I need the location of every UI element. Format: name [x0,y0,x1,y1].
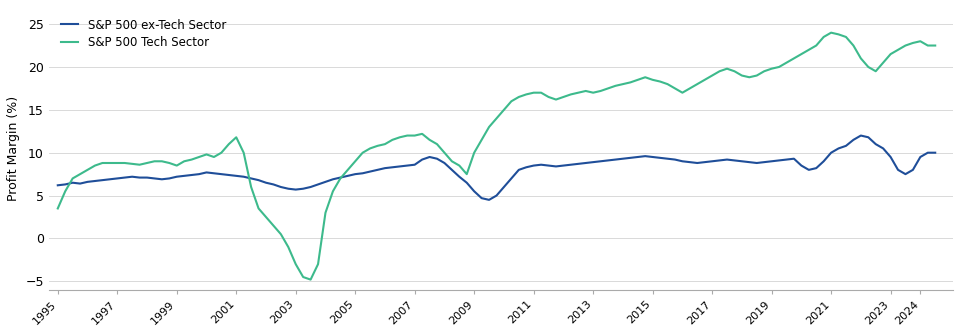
S&P 500 ex-Tech Sector [929,151,941,155]
S&P 500 Tech Sector [305,278,317,282]
Legend: S&P 500 ex-Tech Sector, S&P 500 Tech Sector: S&P 500 ex-Tech Sector, S&P 500 Tech Sec… [55,13,232,55]
Line: S&P 500 Tech Sector: S&P 500 Tech Sector [58,33,935,280]
S&P 500 Tech Sector [230,135,242,139]
S&P 500 ex-Tech Sector [52,183,63,187]
S&P 500 ex-Tech Sector [327,177,339,181]
S&P 500 Tech Sector [52,206,63,210]
S&P 500 Tech Sector [766,67,778,71]
S&P 500 Tech Sector [929,44,941,48]
S&P 500 ex-Tech Sector [810,166,822,170]
S&P 500 Tech Sector [572,91,584,95]
S&P 500 ex-Tech Sector [766,159,778,163]
S&P 500 ex-Tech Sector [483,198,494,202]
S&P 500 ex-Tech Sector [572,162,584,166]
S&P 500 Tech Sector [810,44,822,48]
S&P 500 Tech Sector [699,78,710,82]
S&P 500 Tech Sector [335,176,347,180]
Line: S&P 500 ex-Tech Sector: S&P 500 ex-Tech Sector [58,136,935,200]
S&P 500 ex-Tech Sector [855,134,867,138]
Y-axis label: Profit Margin (%): Profit Margin (%) [7,96,20,201]
S&P 500 ex-Tech Sector [699,160,710,164]
S&P 500 ex-Tech Sector [230,174,242,178]
S&P 500 Tech Sector [826,31,837,35]
